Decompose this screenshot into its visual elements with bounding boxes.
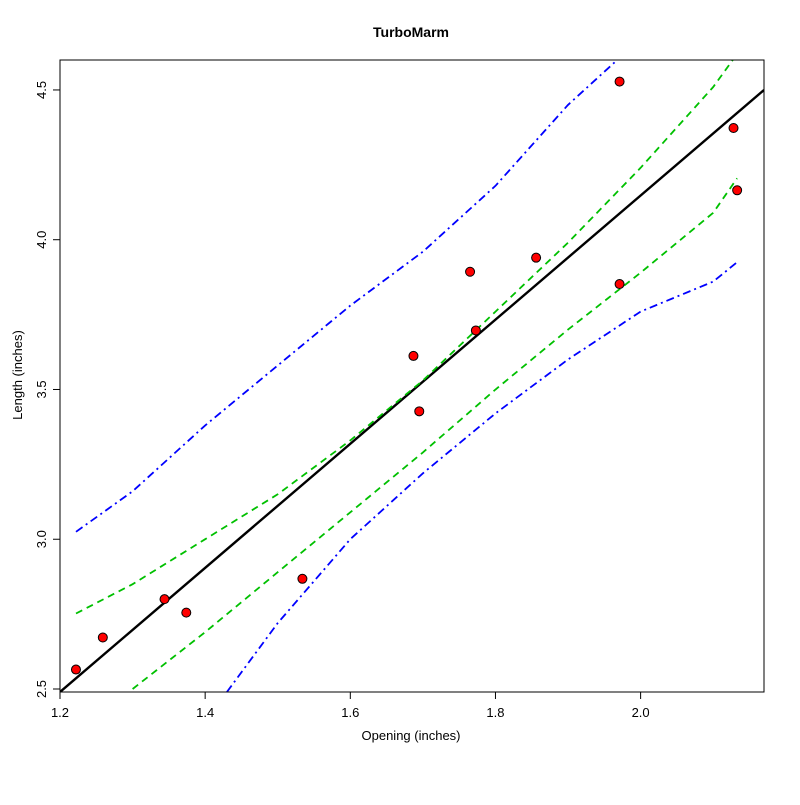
prediction-upper-line [75,60,619,533]
x-tick-label: 2.0 [632,705,650,720]
data-point [470,325,481,336]
fit-line [60,89,764,692]
x-tick-label: 1.8 [486,705,504,720]
y-tick-label: 4.0 [34,231,49,249]
data-point [531,252,542,263]
y-tick-label: 3.0 [34,530,49,548]
data-point [159,594,170,605]
data-point [614,76,625,87]
x-axis-label: Opening (inches) [362,728,461,743]
data-point [732,185,743,196]
series-group [60,60,764,692]
y-tick-label: 3.5 [34,380,49,398]
x-tick-label: 1.4 [196,705,214,720]
prediction-lower-line [226,261,738,692]
y-tick-label: 2.5 [34,680,49,698]
confidence-lower-line [132,177,738,690]
x-tick-label: 1.2 [51,705,69,720]
y-tick-label: 4.5 [34,81,49,99]
data-point [614,279,625,290]
plot-area: 1.2 1.4 1.6 1.8 2.0 2.5 3.0 3.5 4.0 4.5 [34,59,765,720]
data-point [97,632,108,643]
y-axis-label: Length (inches) [10,330,25,420]
confidence-upper-line [75,60,734,615]
data-point [414,406,425,417]
data-point [465,266,476,277]
chart-title: TurboMarm [373,24,449,40]
data-point [181,607,192,618]
data-point [297,573,308,584]
x-tick-label: 1.6 [341,705,359,720]
data-point [70,664,81,675]
plot-frame [59,59,765,693]
data-point [728,122,739,133]
data-point [408,350,419,361]
